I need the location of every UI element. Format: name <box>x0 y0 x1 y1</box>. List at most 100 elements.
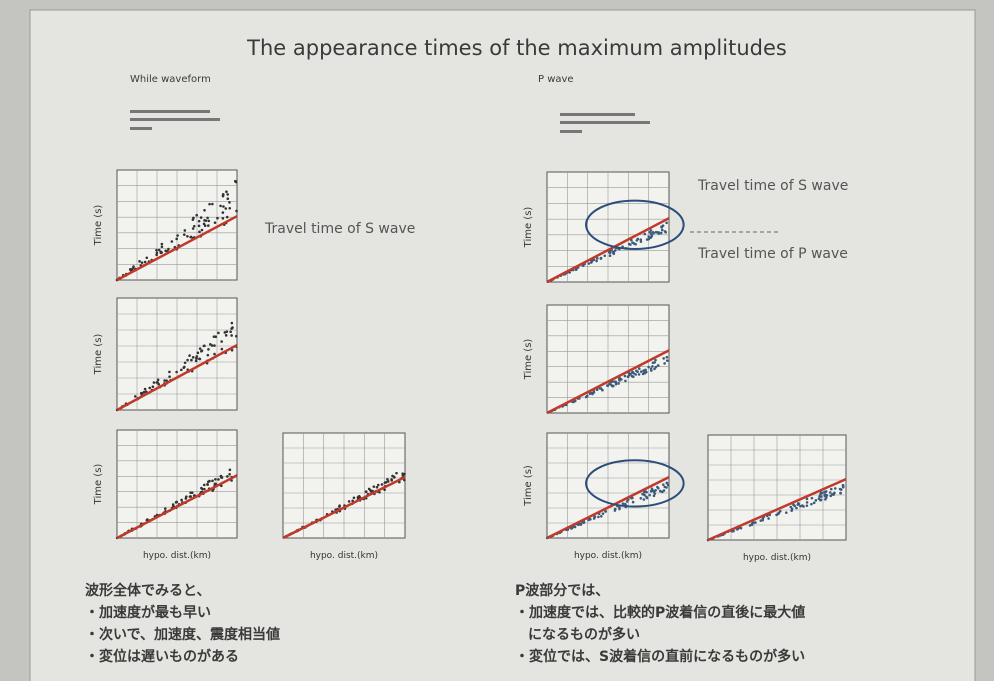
dot <box>180 499 183 502</box>
dot <box>614 380 617 383</box>
dot <box>664 230 667 233</box>
dot <box>638 367 641 370</box>
title: The appearance times of the maximum ampl… <box>246 36 787 60</box>
dot <box>226 475 229 478</box>
dot <box>186 235 189 238</box>
dot <box>600 257 603 260</box>
dot <box>634 243 637 246</box>
x-axis-label: hypo. dist.(km) <box>574 551 642 561</box>
dot <box>175 238 178 241</box>
note-p-right: Travel time of P wave <box>697 246 848 262</box>
dot <box>213 353 216 356</box>
dot <box>842 484 845 487</box>
dot <box>614 249 617 252</box>
dot <box>818 497 821 500</box>
dot <box>666 356 669 359</box>
dot <box>628 243 631 246</box>
dot <box>611 251 614 254</box>
dot <box>220 340 223 343</box>
comment: ・加速度では、比較的P波着信の直後に最大値 <box>515 604 805 621</box>
dot <box>624 503 627 506</box>
dot <box>144 388 147 391</box>
dot <box>810 503 813 506</box>
dot <box>184 229 187 232</box>
dot <box>207 354 210 357</box>
dot <box>632 501 635 504</box>
dot <box>161 243 164 246</box>
dot <box>205 219 208 222</box>
dot <box>650 369 653 372</box>
dot <box>222 211 225 214</box>
dot <box>217 332 220 335</box>
dot <box>642 373 645 376</box>
dot <box>175 371 178 374</box>
comment: 波形全体でみると、 <box>85 582 210 599</box>
dot <box>225 190 228 193</box>
dot <box>647 366 650 369</box>
dot <box>614 509 617 512</box>
dot <box>225 334 228 337</box>
dot <box>176 234 179 237</box>
dot <box>235 210 238 213</box>
x-axis-label: hypo. dist.(km) <box>310 551 378 561</box>
dot <box>214 221 217 224</box>
dot <box>834 487 837 490</box>
dot <box>607 384 610 387</box>
dot <box>224 207 227 210</box>
dot <box>829 491 832 494</box>
dot <box>226 216 229 219</box>
dot <box>813 502 816 505</box>
dot <box>155 254 158 257</box>
dot <box>666 359 669 362</box>
dot <box>811 497 814 500</box>
dot <box>662 483 665 486</box>
dot <box>802 505 805 508</box>
dot <box>153 381 156 384</box>
dot <box>642 369 645 372</box>
dot <box>403 473 406 476</box>
dot <box>158 249 161 252</box>
dot <box>188 354 191 357</box>
dot <box>211 203 214 206</box>
dot <box>603 254 606 257</box>
dot <box>229 330 232 333</box>
comment: ・変位は遅いものがある <box>85 648 239 665</box>
dot <box>206 217 209 220</box>
dot <box>645 496 648 499</box>
dot <box>211 344 214 347</box>
dot <box>785 511 788 514</box>
left-heading: While waveform <box>130 74 211 85</box>
dot <box>640 240 643 243</box>
dot <box>369 489 372 492</box>
dot <box>231 322 234 325</box>
dot <box>171 240 174 243</box>
dot <box>230 334 233 337</box>
dot <box>651 234 654 237</box>
dot <box>192 227 195 230</box>
dot <box>196 355 199 358</box>
dot <box>373 485 376 488</box>
dot <box>395 472 398 475</box>
dot <box>643 233 646 236</box>
dot <box>155 381 158 384</box>
dot <box>825 496 828 499</box>
dot <box>761 519 764 522</box>
plot-panel: Time (s) <box>523 172 684 283</box>
dot <box>622 502 625 505</box>
dot <box>353 496 356 499</box>
dot <box>229 469 232 472</box>
dot <box>224 331 227 334</box>
dot <box>654 366 657 369</box>
dot <box>665 482 668 485</box>
dot <box>593 391 596 394</box>
dot <box>652 361 655 364</box>
dot <box>211 480 214 483</box>
dot <box>650 490 653 493</box>
dot <box>191 491 194 494</box>
dot <box>235 335 238 338</box>
dot <box>609 254 612 257</box>
y-axis-label: Time (s) <box>523 207 534 249</box>
dot <box>201 229 204 232</box>
dot <box>164 507 167 510</box>
dot <box>157 379 160 382</box>
